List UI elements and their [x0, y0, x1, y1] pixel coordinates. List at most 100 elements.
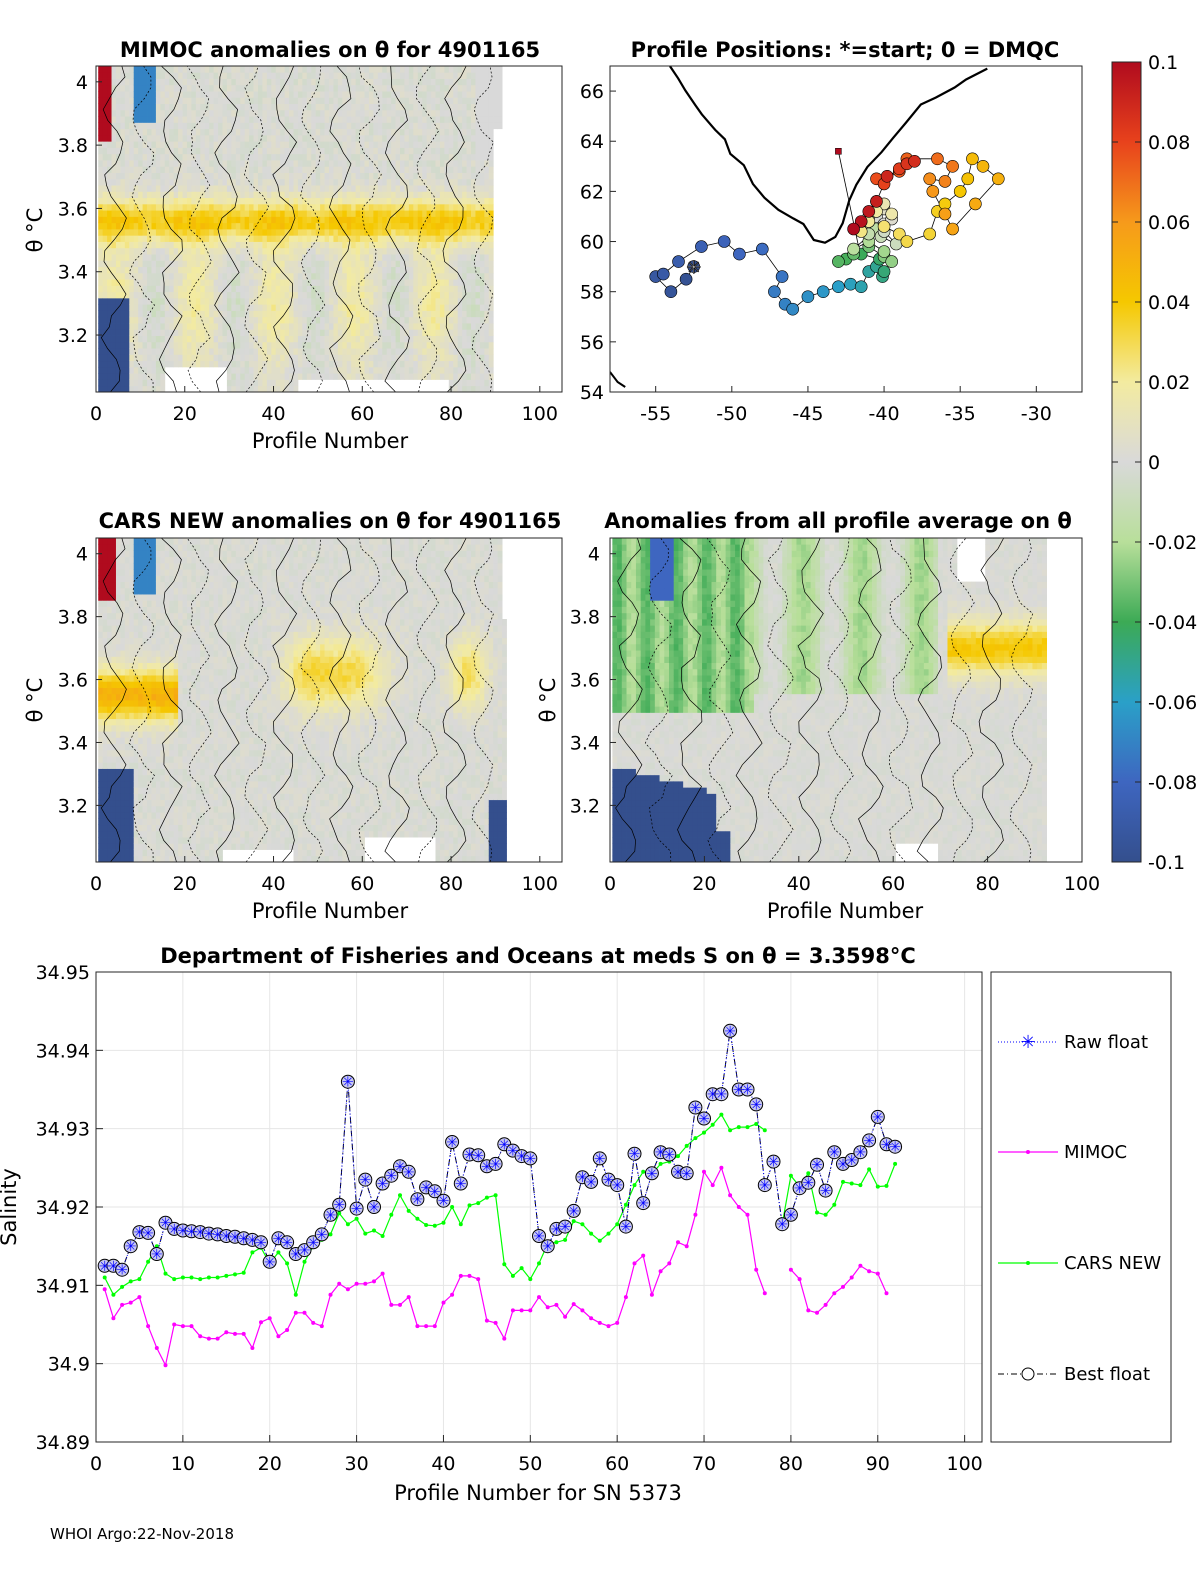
heat-cell — [391, 304, 396, 311]
heat-cell — [129, 72, 135, 79]
heat-cell — [271, 229, 277, 236]
heat-cell — [107, 147, 112, 155]
heat-cell — [395, 254, 401, 261]
heat-cell — [209, 279, 215, 286]
heat-cell — [266, 191, 272, 199]
heat-cell — [329, 222, 334, 230]
heat-cell — [302, 78, 308, 86]
heat-cell — [244, 78, 250, 86]
heat-cell — [244, 172, 250, 180]
heat-cell — [364, 72, 370, 79]
heat-cell — [368, 297, 374, 305]
heat-cell — [324, 153, 330, 161]
heat-cell — [333, 285, 339, 293]
heat-cell — [240, 373, 246, 380]
heat-cell — [448, 247, 454, 255]
heat-cell — [115, 266, 121, 274]
heat-cell — [151, 341, 157, 349]
heat-cell — [395, 103, 401, 111]
heat-cell — [186, 103, 192, 111]
heat-cell — [253, 153, 259, 161]
heat-cell — [111, 329, 117, 336]
heat-cell — [466, 72, 472, 79]
heat-cell — [413, 122, 419, 130]
heat-cell — [400, 172, 405, 180]
heat-cell — [306, 197, 312, 205]
heat-cell — [329, 172, 334, 180]
heat-cell — [382, 241, 388, 249]
heat-cell — [355, 216, 361, 224]
heat-cell — [218, 229, 223, 236]
heat-cell — [249, 247, 254, 255]
heat-cell — [111, 830, 117, 838]
heat-cell — [182, 134, 188, 142]
heat-cell — [182, 241, 188, 249]
heat-cell — [155, 304, 161, 311]
heat-cell — [320, 185, 325, 192]
heat-cell — [435, 272, 441, 280]
heat-cell — [329, 178, 334, 186]
heat-cell — [466, 78, 472, 86]
heat-cell — [151, 91, 157, 98]
heat-cell — [275, 178, 281, 186]
heat-cell — [111, 656, 117, 664]
heat-cell — [111, 78, 117, 86]
heat-cell — [484, 147, 490, 155]
heat-cell — [222, 203, 228, 211]
heat-cell — [120, 631, 126, 639]
heat-cell — [373, 166, 379, 173]
heat-cell — [249, 222, 254, 230]
heat-cell — [351, 91, 357, 98]
heat-cell — [204, 78, 210, 86]
heat-cell — [262, 348, 268, 355]
heat-cell — [311, 310, 317, 318]
heat-cell — [435, 229, 441, 236]
heat-cell — [466, 316, 472, 324]
heat-cell — [484, 304, 490, 311]
heat-cell — [386, 366, 392, 374]
heat-cell — [102, 793, 108, 801]
heat-cell — [382, 266, 388, 274]
heat-cell — [244, 197, 250, 205]
heat-cell — [488, 310, 494, 318]
heat-cell — [400, 128, 405, 136]
heat-cell — [293, 72, 299, 79]
heat-cell — [102, 304, 108, 311]
heat-cell — [320, 310, 325, 318]
heat-cell — [431, 160, 436, 167]
heat-cell — [129, 103, 135, 111]
heat-cell — [360, 373, 365, 380]
start-marker: ✳ — [686, 258, 701, 279]
heat-cell — [275, 222, 281, 230]
heat-cell — [364, 141, 370, 148]
heat-cell — [391, 241, 396, 249]
heat-cell — [289, 84, 294, 92]
heat-cell — [453, 185, 459, 192]
heat-cell — [204, 197, 210, 205]
heat-cell — [448, 310, 454, 318]
heat-cell — [115, 160, 121, 167]
heat-cell — [417, 304, 423, 311]
heat-cell — [222, 116, 228, 123]
heat-cell — [182, 128, 188, 136]
heat-cell — [98, 122, 104, 130]
heat-cell — [200, 291, 206, 299]
heat-cell — [435, 210, 441, 217]
heat-cell — [111, 799, 117, 807]
heat-cell — [111, 72, 117, 79]
heat-cell — [289, 366, 294, 374]
heat-cell — [284, 373, 290, 380]
heat-cell — [115, 693, 121, 701]
heat-cell — [226, 260, 232, 268]
heat-cell — [386, 373, 392, 380]
heat-cell — [497, 103, 503, 111]
heat-cell — [302, 329, 308, 336]
heat-cell — [266, 116, 272, 123]
heat-cell — [102, 203, 108, 211]
heat-cell — [231, 66, 237, 73]
heat-cell — [400, 229, 405, 236]
heat-cell — [257, 235, 263, 242]
heat-cell — [435, 191, 441, 199]
heat-cell — [147, 266, 152, 274]
heat-cell — [453, 354, 459, 362]
